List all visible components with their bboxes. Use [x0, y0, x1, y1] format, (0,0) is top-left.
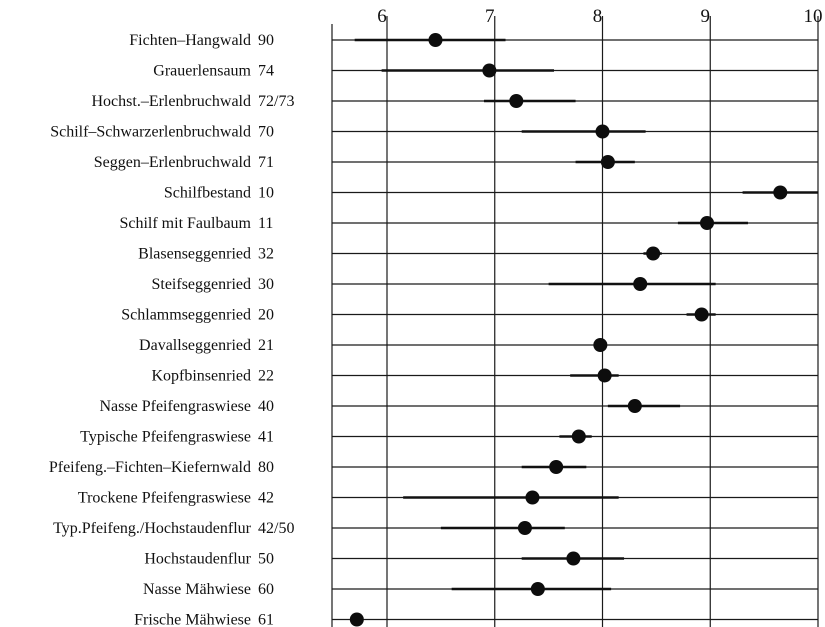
mean-point — [349, 612, 364, 627]
code-label: 41 — [258, 429, 274, 446]
category-label: Seggen–Erlenbruchwald — [94, 154, 251, 171]
mean-point — [509, 94, 524, 108]
x-tick-label: 7 — [485, 6, 495, 27]
mean-point — [593, 338, 608, 352]
code-label: 50 — [258, 551, 274, 568]
grid-lines — [332, 16, 819, 627]
mean-point — [428, 33, 443, 47]
category-label: Trockene Pfeifengraswiese — [78, 490, 251, 507]
code-label: 20 — [258, 307, 274, 324]
category-label: Hochstaudenflur — [144, 551, 251, 568]
mean-point — [571, 429, 586, 444]
category-label: Kopfbinsenried — [151, 368, 251, 385]
mean-point — [627, 399, 642, 413]
code-label: 10 — [258, 185, 274, 202]
category-label: Hochst.–Erlenbruchwald — [91, 93, 251, 110]
x-tick-labels: 6 7 8 9 10 — [377, 6, 822, 27]
mean-point — [597, 368, 612, 383]
category-label: Steifseggenried — [151, 276, 251, 293]
code-labels: 90 74 72/73 70 71 10 11 32 30 20 21 22 40 41 80 42 42/50… — [258, 32, 294, 627]
category-label: Schilfbestand — [164, 185, 251, 202]
code-label: 42 — [258, 490, 274, 507]
category-label: Schilf–Schwarzerlenbruchwald — [50, 124, 251, 141]
code-label: 22 — [258, 368, 274, 385]
mean-point — [700, 216, 715, 230]
mean-point — [549, 460, 564, 474]
code-label: 40 — [258, 398, 274, 415]
category-label: Typ.Pfeifeng./Hochstaudenflur — [53, 520, 252, 537]
mean-point — [694, 307, 709, 322]
mean-point — [773, 185, 788, 200]
code-label: 32 — [258, 246, 274, 263]
mean-point — [482, 63, 497, 78]
mean-point — [517, 521, 532, 535]
x-tick-label: 6 — [377, 6, 387, 27]
category-label: Schilf mit Faulbaum — [119, 215, 251, 232]
code-label: 90 — [258, 32, 274, 49]
mean-point — [646, 246, 661, 261]
category-label: Schlammseggenried — [121, 307, 251, 324]
category-label: Fichten–Hangwald — [129, 32, 251, 49]
mean-point — [595, 124, 610, 139]
category-label: Grauerlensaum — [153, 63, 251, 80]
code-label: 71 — [258, 154, 274, 171]
code-label: 21 — [258, 337, 274, 354]
mean-point — [525, 490, 540, 505]
code-label: 11 — [258, 215, 273, 232]
category-labels: Fichten–Hangwald Grauerlensaum Hochst.–Erl… — [49, 32, 252, 627]
x-tick-label: 9 — [701, 6, 711, 27]
category-label: Typische Pfeifengraswiese — [80, 429, 251, 446]
code-label: 72/73 — [258, 93, 294, 110]
mean-points — [349, 33, 788, 627]
mean-point — [566, 551, 581, 566]
category-label: Nasse Pfeifengraswiese — [100, 398, 252, 415]
code-label: 42/50 — [258, 520, 294, 537]
mean-point — [600, 155, 615, 169]
category-label: Frische Mähwiese — [134, 612, 251, 627]
category-label: Nasse Mähwiese — [143, 581, 251, 598]
mean-point — [530, 582, 545, 596]
code-label: 80 — [258, 459, 274, 476]
code-label: 60 — [258, 581, 274, 598]
category-label: Blasenseggenried — [138, 246, 251, 263]
code-label: 61 — [258, 612, 274, 627]
x-tick-label: 10 — [804, 6, 823, 27]
code-label: 70 — [258, 124, 274, 141]
category-label: Davallseggenried — [139, 337, 251, 354]
category-label: Pfeifeng.–Fichten–Kiefernwald — [49, 459, 251, 476]
mean-point — [633, 277, 648, 291]
x-tick-label: 8 — [593, 6, 603, 27]
code-label: 30 — [258, 276, 274, 293]
code-label: 74 — [258, 63, 274, 80]
